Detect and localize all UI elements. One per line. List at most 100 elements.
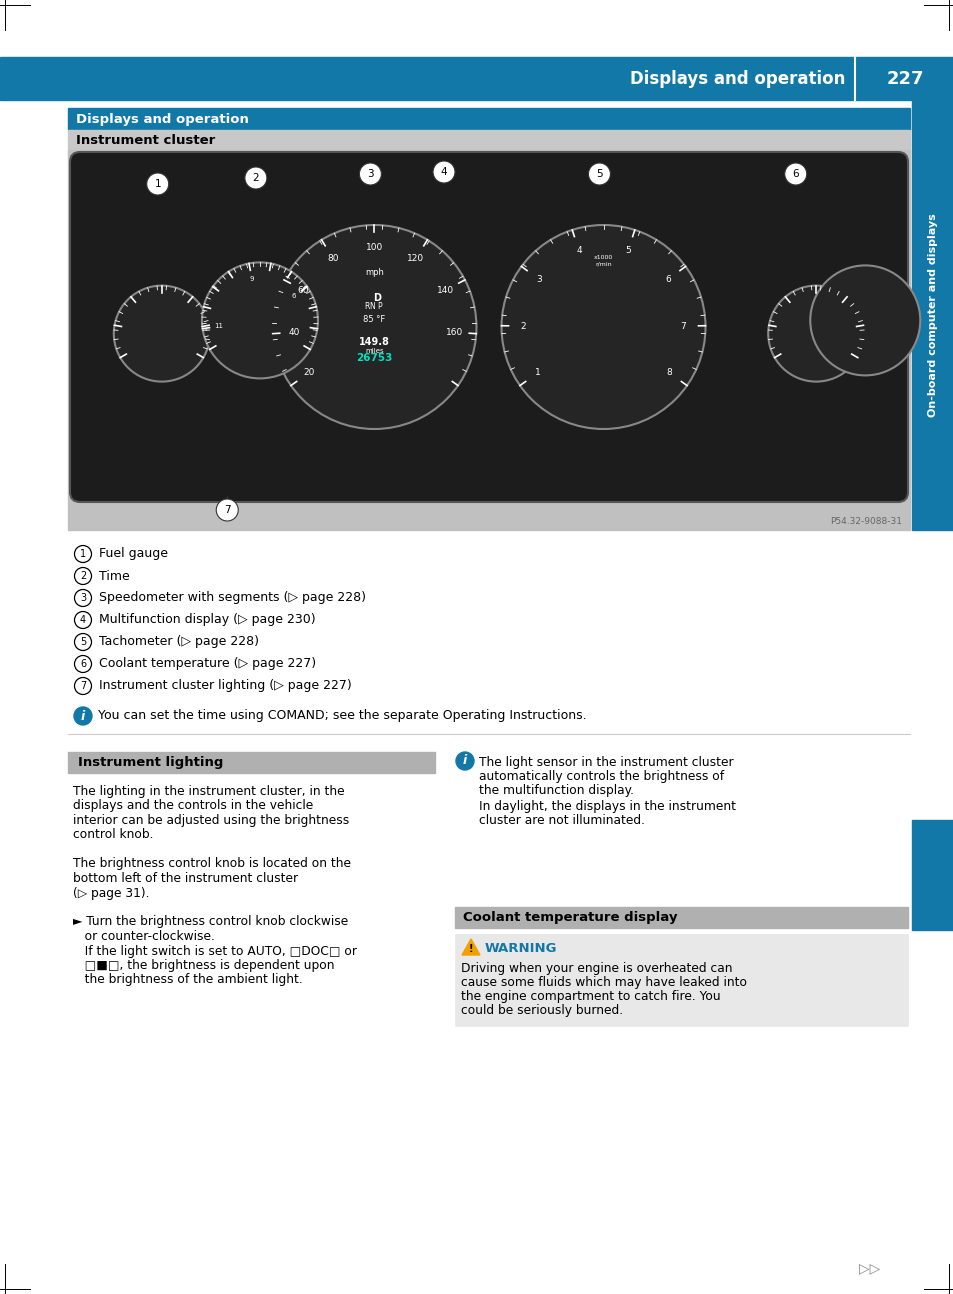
Circle shape — [501, 225, 705, 430]
Text: the engine compartment to catch fire. You: the engine compartment to catch fire. Yo… — [460, 990, 720, 1003]
Text: N: N — [369, 302, 375, 311]
Text: 3: 3 — [367, 170, 374, 179]
Text: the brightness of the ambient light.: the brightness of the ambient light. — [73, 973, 302, 986]
Text: i: i — [81, 709, 85, 722]
Circle shape — [147, 173, 169, 195]
Text: 227: 227 — [885, 70, 923, 88]
Bar — [68, 752, 435, 773]
Text: D: D — [373, 292, 381, 303]
Text: In daylight, the displays in the instrument: In daylight, the displays in the instrum… — [478, 800, 735, 813]
Text: The light sensor in the instrument cluster: The light sensor in the instrument clust… — [478, 756, 733, 769]
Text: 6: 6 — [664, 276, 670, 283]
Text: 11: 11 — [213, 324, 223, 330]
Circle shape — [588, 163, 610, 185]
Circle shape — [74, 590, 91, 607]
Circle shape — [74, 546, 91, 563]
Text: 7: 7 — [80, 681, 86, 691]
Text: miles: miles — [365, 348, 383, 355]
Text: 5: 5 — [596, 170, 602, 179]
Bar — [68, 129, 909, 150]
Circle shape — [359, 163, 381, 185]
Circle shape — [273, 225, 476, 430]
Circle shape — [784, 163, 806, 185]
Text: 120: 120 — [407, 254, 424, 263]
Circle shape — [74, 678, 91, 695]
Text: interior can be adjusted using the brightness: interior can be adjusted using the brigh… — [73, 814, 349, 827]
Circle shape — [767, 286, 863, 382]
Text: 149.8: 149.8 — [358, 336, 390, 347]
Text: Speedometer with segments (▷ page 228): Speedometer with segments (▷ page 228) — [99, 591, 366, 604]
Text: 7: 7 — [679, 321, 685, 330]
Text: i: i — [462, 754, 467, 767]
Text: 3: 3 — [536, 276, 541, 283]
Text: !: ! — [468, 945, 473, 954]
Text: Displays and operation: Displays and operation — [76, 113, 249, 126]
Text: cluster are not illuminated.: cluster are not illuminated. — [478, 814, 644, 827]
Text: 26753: 26753 — [355, 353, 393, 364]
Text: 6: 6 — [80, 659, 86, 669]
Text: 60: 60 — [297, 286, 309, 295]
Text: ► Turn the brightness control knob clockwise: ► Turn the brightness control knob clock… — [73, 915, 348, 929]
Text: could be seriously burned.: could be seriously burned. — [460, 1004, 622, 1017]
Text: the multifunction display.: the multifunction display. — [478, 784, 634, 797]
Text: Fuel gauge: Fuel gauge — [99, 547, 168, 560]
Text: 2: 2 — [80, 571, 86, 581]
Text: mph: mph — [365, 268, 383, 277]
Text: ▷▷: ▷▷ — [859, 1260, 880, 1275]
Bar — [68, 150, 909, 531]
Text: x1000
r/min: x1000 r/min — [594, 255, 613, 267]
Text: displays and the controls in the vehicle: displays and the controls in the vehicle — [73, 800, 313, 813]
Text: 5: 5 — [80, 637, 86, 647]
Text: The lighting in the instrument cluster, in the: The lighting in the instrument cluster, … — [73, 785, 344, 798]
Text: Coolant temperature (▷ page 227): Coolant temperature (▷ page 227) — [99, 657, 315, 670]
Text: 100: 100 — [365, 242, 383, 251]
Circle shape — [74, 612, 91, 629]
Text: 80: 80 — [327, 254, 338, 263]
Text: 2: 2 — [253, 173, 259, 182]
Text: On-board computer and displays: On-board computer and displays — [927, 214, 937, 417]
Text: 4: 4 — [576, 246, 581, 255]
Circle shape — [74, 656, 91, 673]
Text: 6: 6 — [792, 170, 799, 179]
Text: You can set the time using COMAND; see the separate Operating Instructions.: You can set the time using COMAND; see t… — [98, 709, 586, 722]
Text: 160: 160 — [445, 327, 462, 336]
Bar — [455, 934, 907, 1026]
Text: 4: 4 — [80, 615, 86, 625]
Text: 9: 9 — [250, 276, 254, 282]
Circle shape — [74, 634, 91, 651]
Bar — [911, 820, 953, 930]
Text: 6: 6 — [292, 292, 296, 299]
Text: If the light switch is set to AUTO, □DOC□ or: If the light switch is set to AUTO, □DOC… — [73, 945, 356, 958]
Text: 7: 7 — [224, 505, 231, 515]
Text: Instrument cluster lighting (▷ page 227): Instrument cluster lighting (▷ page 227) — [99, 679, 352, 692]
Text: Instrument cluster: Instrument cluster — [76, 133, 215, 146]
Text: automatically controls the brightness of: automatically controls the brightness of — [478, 770, 723, 783]
Text: R: R — [363, 302, 369, 311]
Text: Time: Time — [99, 569, 130, 582]
Text: 20: 20 — [303, 369, 314, 378]
Circle shape — [809, 265, 920, 375]
Bar — [0, 57, 953, 100]
Text: 5: 5 — [624, 246, 630, 255]
Text: 1: 1 — [535, 369, 540, 378]
Text: 4: 4 — [440, 167, 447, 177]
Text: 40: 40 — [289, 327, 300, 336]
Text: 8: 8 — [665, 369, 671, 378]
Text: WARNING: WARNING — [484, 942, 557, 955]
Bar — [911, 100, 953, 531]
Circle shape — [216, 499, 238, 521]
Text: 2: 2 — [520, 321, 526, 330]
Text: (▷ page 31).: (▷ page 31). — [73, 886, 150, 899]
Text: 85 °F: 85 °F — [363, 314, 385, 324]
Bar — [68, 107, 909, 129]
Text: P54.32-9088-31: P54.32-9088-31 — [829, 518, 901, 525]
Text: control knob.: control knob. — [73, 828, 153, 841]
Polygon shape — [461, 939, 479, 955]
Text: Driving when your engine is overheated can: Driving when your engine is overheated c… — [460, 961, 732, 974]
Circle shape — [245, 167, 267, 189]
Circle shape — [74, 568, 91, 585]
Circle shape — [202, 263, 317, 378]
Circle shape — [113, 286, 210, 382]
Text: 140: 140 — [436, 286, 454, 295]
Text: Multifunction display (▷ page 230): Multifunction display (▷ page 230) — [99, 613, 315, 626]
